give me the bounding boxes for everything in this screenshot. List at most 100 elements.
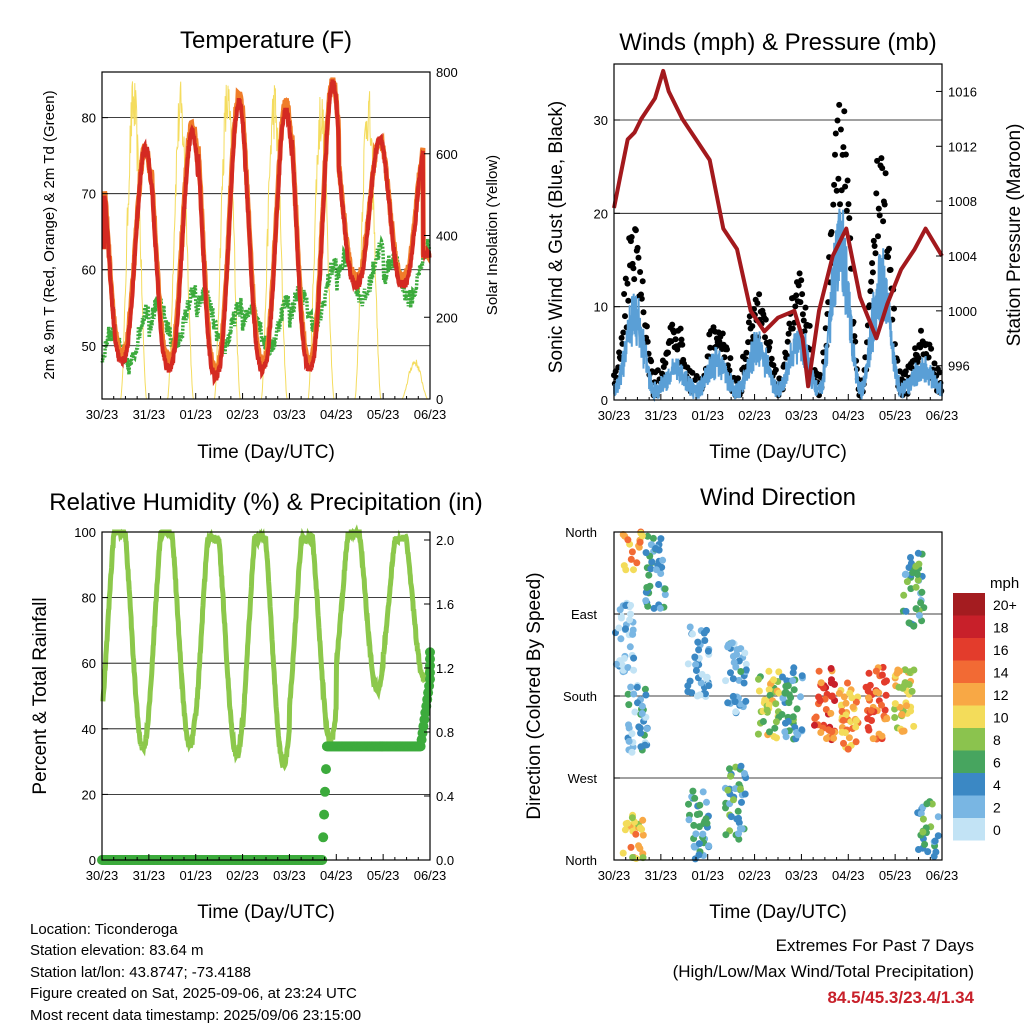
gust-point xyxy=(843,207,850,214)
x-tick-label: 04/23 xyxy=(320,868,353,883)
direction-point xyxy=(626,616,634,624)
gust-point xyxy=(620,329,627,336)
gust-point xyxy=(672,336,679,343)
gust-point xyxy=(756,291,763,298)
gust-point xyxy=(665,349,671,356)
x-tick-label: 03/23 xyxy=(273,868,306,883)
gust-point xyxy=(868,278,875,285)
gust-point xyxy=(799,291,806,298)
direction-point xyxy=(882,691,890,699)
solar-right-ticks: 0 200 400 600 800 xyxy=(424,65,458,407)
direction-point xyxy=(928,800,936,808)
gust-point xyxy=(852,338,859,345)
direction-point xyxy=(868,717,875,724)
direction-point xyxy=(690,821,698,829)
direction-point xyxy=(910,622,918,630)
direction-point xyxy=(627,843,635,851)
wind-series xyxy=(611,68,945,402)
x-tick-label: 06/23 xyxy=(414,868,447,883)
direction-point xyxy=(639,831,647,839)
direction-point xyxy=(658,563,666,571)
direction-point xyxy=(621,826,629,834)
direction-point xyxy=(741,649,749,657)
direction-point xyxy=(661,591,669,599)
direction-point xyxy=(625,737,633,745)
direction-point xyxy=(699,788,707,796)
direction-point xyxy=(737,762,745,770)
gust-point xyxy=(643,323,650,330)
y-tick-label: 0 xyxy=(601,393,608,408)
legend-label: 0 xyxy=(993,822,1001,838)
direction-point xyxy=(727,669,734,677)
direction-point xyxy=(633,683,641,691)
y-tick-label: 0 xyxy=(89,853,96,868)
gust-point xyxy=(719,330,726,337)
direction-point xyxy=(628,730,636,738)
direction-point xyxy=(637,729,645,737)
direction-point xyxy=(785,699,793,707)
direction-point xyxy=(659,556,667,564)
direction-point xyxy=(789,713,797,721)
direction-point xyxy=(695,646,703,654)
legend-label: 12 xyxy=(993,687,1009,703)
direction-point xyxy=(918,617,926,625)
y-right-tick-label: 1008 xyxy=(948,194,977,209)
temperature-series xyxy=(100,77,432,400)
direction-point xyxy=(898,727,906,735)
direction-point xyxy=(704,647,712,655)
x-tick-label: 30/23 xyxy=(86,868,119,883)
direction-point xyxy=(684,688,692,696)
direction-point xyxy=(754,730,762,738)
direction-point xyxy=(794,731,802,739)
direction-point xyxy=(652,566,660,574)
x-tick-label: 05/23 xyxy=(367,868,400,883)
gust-point xyxy=(871,243,878,249)
gust-point xyxy=(845,201,852,208)
y-tick-label: 10 xyxy=(594,300,608,315)
legend-label: 8 xyxy=(993,732,1001,748)
y-tick-label: 20 xyxy=(594,206,608,221)
direction-point xyxy=(908,687,916,695)
x-tick-label: 02/23 xyxy=(226,407,259,422)
direction-point xyxy=(742,660,750,668)
x-tick-label: 02/23 xyxy=(226,868,259,883)
direction-point xyxy=(638,825,646,833)
direction-point xyxy=(644,602,652,610)
direction-point xyxy=(844,745,852,753)
direction-point xyxy=(902,607,910,615)
gust-point xyxy=(735,375,741,382)
humidity-title: Relative Humidity (%) & Precipitation (i… xyxy=(49,489,482,516)
direction-point xyxy=(619,849,627,857)
direction-point xyxy=(639,854,647,862)
x-tick-label: 03/23 xyxy=(785,868,818,883)
direction-point xyxy=(727,772,735,780)
direction-point xyxy=(846,689,854,697)
gust-point xyxy=(616,349,623,356)
y-tick-label: 30 xyxy=(594,113,608,128)
x-tick-label: 30/23 xyxy=(598,408,631,423)
direction-point xyxy=(696,801,704,809)
direction-point xyxy=(636,845,644,852)
direction-tick-label: West xyxy=(568,771,598,786)
direction-point xyxy=(627,683,635,691)
direction-point xyxy=(628,748,636,756)
gust-point xyxy=(640,309,647,316)
direction-point xyxy=(622,625,629,633)
gust-point xyxy=(915,355,922,361)
gust-point xyxy=(767,339,773,345)
gust-point xyxy=(806,322,813,329)
direction-point xyxy=(872,688,880,696)
direction-point xyxy=(699,830,707,838)
gust-point xyxy=(842,183,849,190)
direction-point xyxy=(730,796,737,804)
y-right-tick-label: 1.2 xyxy=(436,661,454,676)
direction-point xyxy=(637,529,645,537)
direction-xlabel: Time (Day/UTC) xyxy=(709,902,847,923)
direction-point xyxy=(932,848,940,856)
gust-point xyxy=(875,233,881,240)
temperature-xlabel: Time (Day/UTC) xyxy=(197,442,335,463)
gust-point xyxy=(834,117,841,124)
direction-point xyxy=(737,700,745,708)
gust-point xyxy=(831,181,838,188)
gust-point xyxy=(887,266,894,273)
